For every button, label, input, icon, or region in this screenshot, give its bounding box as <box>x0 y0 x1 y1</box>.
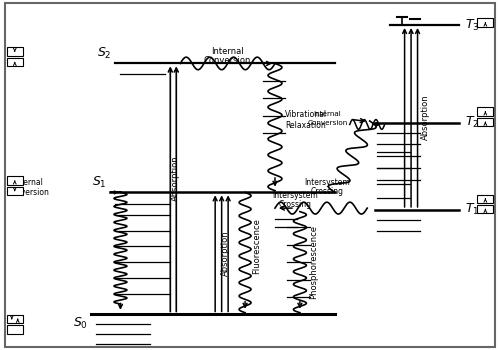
Bar <box>7 315 23 323</box>
Bar <box>7 325 23 334</box>
Text: $S_2$: $S_2$ <box>97 46 112 61</box>
Text: $T_1$: $T_1$ <box>466 202 480 217</box>
Bar <box>7 58 23 66</box>
Bar <box>478 195 494 203</box>
Text: Relaxation: Relaxation <box>285 121 326 130</box>
Text: $T_2$: $T_2$ <box>466 115 479 130</box>
Text: Conversion: Conversion <box>307 120 348 126</box>
Text: $S_0$: $S_0$ <box>73 316 88 331</box>
Text: $S_1$: $S_1$ <box>92 175 106 190</box>
Text: Crossing: Crossing <box>311 187 344 196</box>
Text: Conversion: Conversion <box>204 56 252 65</box>
Bar <box>478 205 494 214</box>
Text: Phosphorescence: Phosphorescence <box>309 225 318 299</box>
Text: Internal: Internal <box>14 178 43 187</box>
Bar <box>478 107 494 116</box>
Text: Vibrational: Vibrational <box>285 111 327 119</box>
FancyBboxPatch shape <box>5 4 496 346</box>
Bar <box>7 47 23 56</box>
Text: Intersystem: Intersystem <box>304 178 350 187</box>
Bar <box>478 118 494 126</box>
Text: Fluorescence: Fluorescence <box>252 218 262 274</box>
Text: Absorption: Absorption <box>220 231 230 276</box>
Text: Conversion: Conversion <box>7 188 50 197</box>
Text: Crossing: Crossing <box>278 200 312 209</box>
Text: Internal: Internal <box>314 111 341 118</box>
Text: Absorption: Absorption <box>171 156 180 201</box>
Text: $T_3$: $T_3$ <box>466 18 480 33</box>
Text: Intersystem: Intersystem <box>272 191 318 200</box>
Text: Absorption: Absorption <box>420 94 430 140</box>
Bar <box>7 176 23 185</box>
Text: Internal: Internal <box>212 47 244 56</box>
Bar <box>7 187 23 195</box>
Bar <box>478 19 494 27</box>
